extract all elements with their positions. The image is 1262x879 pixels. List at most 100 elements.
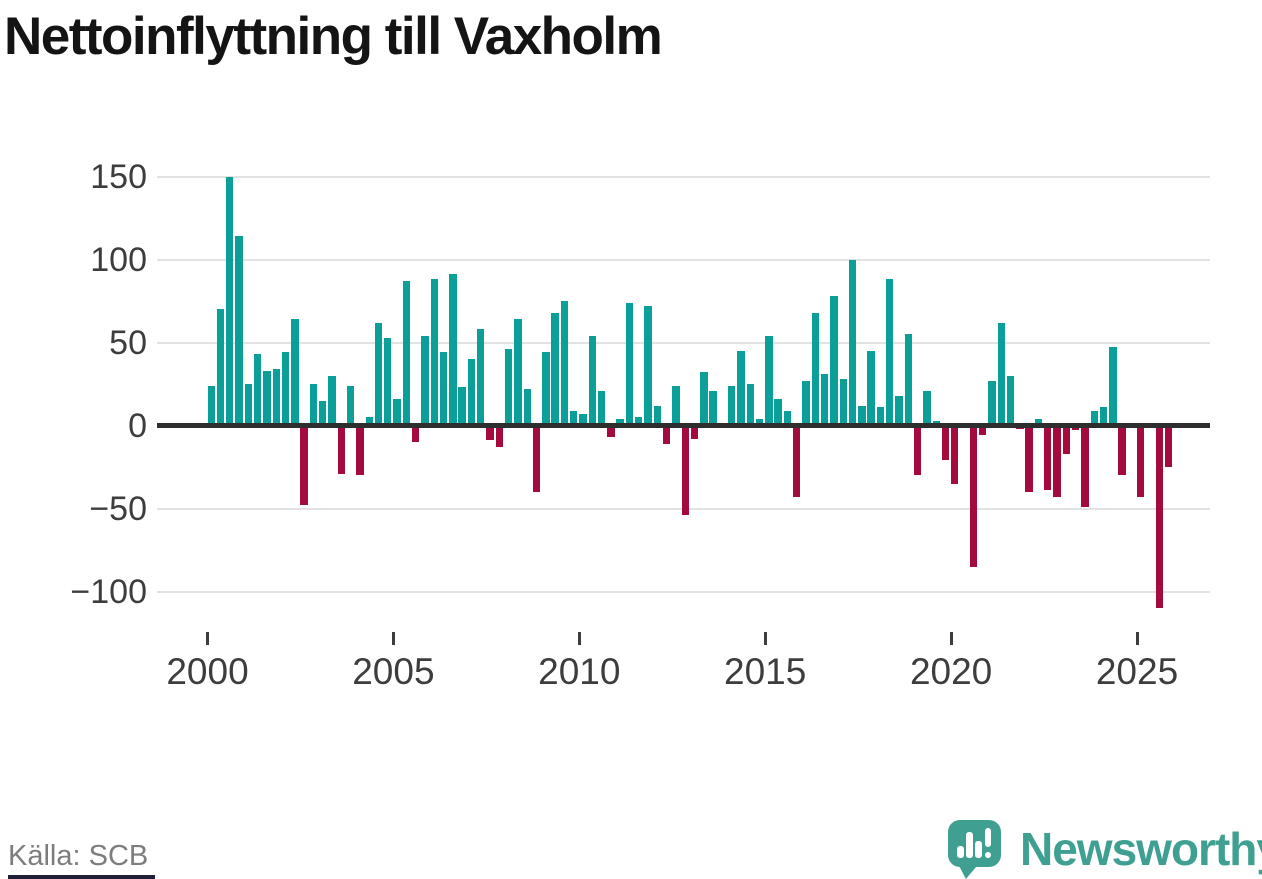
bar-quarter-74 [895,395,903,426]
bar-quarter-48 [653,405,662,426]
bar-quarter-85 [997,322,1005,426]
x-axis-tick [1135,632,1139,645]
bar-quarter-21 [402,281,411,426]
logo-bubble-icon [948,820,1001,867]
gridline [157,175,1210,178]
bar-quarter-58 [746,384,754,426]
bar-quarter-73 [886,279,894,426]
bar-quarter-96 [1099,407,1108,426]
bar-quarter-1 [216,309,225,426]
bar-quarter-97 [1109,347,1117,426]
bar-quarter-41 [588,335,596,426]
bar-quarter-31 [495,425,504,448]
bar-quarter-26 [449,274,457,426]
x-axis-tick [949,632,953,645]
y-axis-tick-label: −50 [89,489,147,528]
logo-wordmark: Newsworthy [1020,823,1262,875]
bar-quarter-70 [858,405,866,426]
bar-quarter-16 [356,425,364,476]
bar-quarter-4 [244,384,253,426]
bar-quarter-100 [1137,425,1145,497]
x-axis-tick-label: 2015 [724,651,807,692]
bar-quarter-13 [328,375,336,426]
bar-quarter-8 [281,352,290,426]
logo-exclamation-icon [985,828,991,847]
bar-quarter-103 [1164,425,1173,467]
bar-quarter-39 [570,410,578,426]
y-axis-tick-label: 100 [90,240,147,279]
x-axis-tick-label: 2020 [909,651,993,692]
gridline [157,590,1210,593]
bar-quarter-52 [690,425,699,439]
bar-quarter-65 [811,312,820,426]
bar-quarter-44 [616,418,624,426]
footer-accent-strip [8,875,155,879]
bar-quarter-98 [1118,425,1126,476]
gridline [157,258,1210,261]
bar-quarter-19 [384,337,392,426]
bar-quarter-42 [597,390,606,426]
bar-quarter-92 [1062,425,1071,454]
bar-quarter-29 [477,329,485,426]
bar-quarter-15 [346,385,355,426]
bar-quarter-47 [644,305,652,426]
source-attribution: Källa: SCB [8,840,149,872]
bar-quarter-94 [1081,425,1089,507]
bar-quarter-50 [672,385,680,426]
bar-quarter-27 [458,387,466,426]
x-axis-tick [763,632,767,645]
x-axis-tick-label: 2000 [166,651,249,692]
bar-quarter-84 [988,380,996,426]
bar-quarter-28 [467,359,476,426]
bar-quarter-51 [681,425,689,516]
bar-quarter-2 [226,176,234,426]
bar-quarter-7 [272,369,280,426]
newsworthy-logo: Newsworthy [940,812,1262,879]
bar-quarter-68 [839,379,847,426]
bar-quarter-76 [913,425,922,476]
chart-title: Nettoinflyttning till Vaxholm [4,7,663,66]
bar-quarter-40 [579,413,587,426]
bar-quarter-23 [421,335,429,426]
bar-quarter-34 [523,388,531,426]
bar-quarter-82 [969,425,978,567]
bar-quarter-49 [662,425,671,444]
bar-quarter-3 [235,236,243,426]
y-axis-tick-label: 0 [128,406,147,445]
bar-quarter-17 [365,417,373,426]
y-axis-tick-label: 150 [90,157,147,196]
bar-quarter-102 [1155,425,1163,609]
bar-quarter-88 [1025,425,1033,492]
x-axis-tick [577,632,581,645]
bar-quarter-63 [793,425,801,497]
bar-quarter-10 [300,425,308,506]
logo-bar-chart-icon [975,841,982,858]
bar-quarter-75 [904,334,913,426]
bar-quarter-11 [309,384,318,426]
bar-quarter-59 [755,418,764,426]
bar-quarter-71 [867,350,875,426]
logo-bar-chart-icon [966,832,973,858]
bar-quarter-37 [551,312,559,426]
bar-quarter-61 [774,398,782,426]
bar-quarter-90 [1044,425,1052,491]
bar-quarter-66 [820,374,829,426]
y-axis-tick-label: 50 [109,323,147,362]
bar-quarter-69 [848,259,857,426]
bar-quarter-25 [439,352,448,426]
bar-quarter-60 [765,335,773,426]
x-axis-zero-line [157,423,1210,428]
bar-quarter-67 [830,296,838,426]
logo-bubble-tail-icon [956,860,982,879]
bar-quarter-20 [393,398,401,426]
bar-quarter-30 [486,425,494,441]
bar-quarter-33 [514,319,522,426]
bar-quarter-91 [1053,425,1061,497]
bar-quarter-89 [1034,418,1043,426]
bar-quarter-86 [1006,375,1015,426]
bar-quarter-18 [374,322,383,426]
bar-quarter-22 [411,425,420,443]
x-axis-tick [391,632,395,645]
